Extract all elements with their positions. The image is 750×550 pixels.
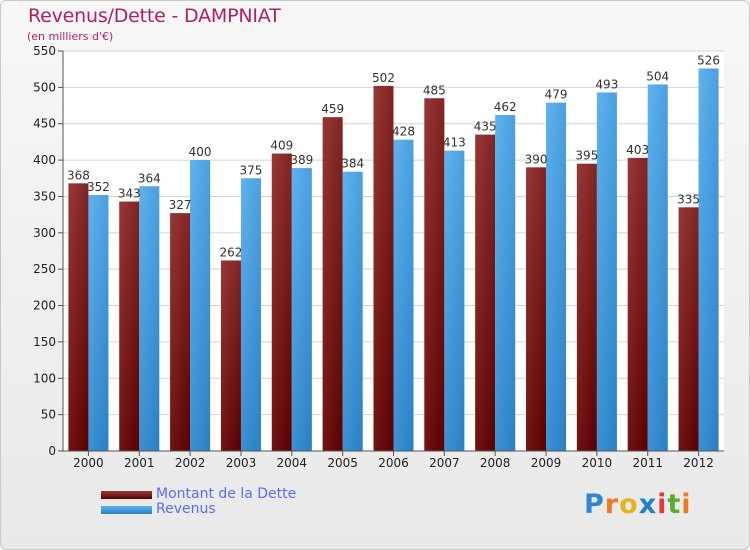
bar-dette bbox=[119, 201, 140, 451]
data-label-revenus: 526 bbox=[697, 53, 720, 67]
y-tick-label: 550 bbox=[33, 44, 56, 58]
data-label-revenus: 428 bbox=[392, 125, 415, 139]
logo-letter: o bbox=[619, 489, 639, 520]
logo-letter: P bbox=[584, 489, 605, 520]
data-label-revenus: 352 bbox=[87, 180, 110, 194]
data-label-dette: 390 bbox=[525, 152, 548, 166]
bar-revenus bbox=[596, 92, 617, 452]
logo-letter: t bbox=[667, 489, 682, 520]
data-label-dette: 368 bbox=[67, 168, 90, 182]
data-label-revenus: 384 bbox=[341, 157, 364, 171]
data-label-dette: 335 bbox=[677, 192, 700, 206]
bar-revenus bbox=[698, 68, 719, 452]
x-tick-label: 2010 bbox=[582, 456, 613, 470]
y-tick-label: 0 bbox=[48, 444, 56, 458]
bar-dette bbox=[68, 183, 89, 451]
proxiti-logo: Proxiti bbox=[584, 489, 692, 520]
bar-dette bbox=[475, 134, 496, 452]
legend-swatch-revenus bbox=[101, 506, 152, 514]
bar-revenus bbox=[495, 115, 516, 451]
bar-dette bbox=[678, 207, 699, 451]
data-label-dette: 485 bbox=[423, 83, 446, 97]
data-label-revenus: 400 bbox=[189, 145, 212, 159]
bar-dette bbox=[170, 213, 191, 451]
y-tick-label: 100 bbox=[33, 371, 56, 385]
x-tick-label: 2007 bbox=[429, 456, 460, 470]
bar-revenus bbox=[240, 178, 261, 452]
data-label-dette: 327 bbox=[169, 198, 192, 212]
bar-dette bbox=[627, 157, 648, 451]
data-label-revenus: 504 bbox=[646, 69, 669, 83]
bar-dette bbox=[526, 167, 547, 451]
legend-label-revenus: Revenus bbox=[156, 501, 216, 517]
bar-revenus bbox=[647, 84, 668, 452]
bar-revenus bbox=[393, 139, 414, 451]
x-tick-label: 2000 bbox=[73, 456, 104, 470]
y-tick-label: 50 bbox=[41, 408, 56, 422]
bar-revenus bbox=[546, 102, 567, 452]
bar-revenus bbox=[88, 195, 109, 451]
x-tick-label: 2012 bbox=[683, 456, 714, 470]
x-tick-label: 2011 bbox=[632, 456, 663, 470]
y-tick-label: 350 bbox=[33, 189, 56, 203]
logo-letter: r bbox=[604, 489, 620, 520]
data-label-dette: 459 bbox=[321, 102, 344, 116]
bar-dette bbox=[424, 98, 445, 451]
y-tick-label: 300 bbox=[33, 226, 56, 240]
bar-dette bbox=[271, 153, 292, 451]
data-label-revenus: 364 bbox=[138, 171, 161, 185]
data-label-revenus: 493 bbox=[595, 77, 618, 91]
x-tick-label: 2008 bbox=[480, 456, 511, 470]
logo-letter: x bbox=[638, 489, 658, 520]
data-label-revenus: 413 bbox=[443, 136, 466, 150]
data-label-revenus: 375 bbox=[240, 163, 263, 177]
data-label-dette: 403 bbox=[626, 143, 649, 157]
bar-revenus bbox=[190, 160, 211, 451]
x-tick-label: 2002 bbox=[175, 456, 206, 470]
y-tick-label: 450 bbox=[33, 117, 56, 131]
data-label-revenus: 389 bbox=[290, 153, 313, 167]
bar-dette bbox=[322, 117, 343, 451]
y-tick-label: 150 bbox=[33, 335, 56, 349]
legend-label-dette: Montant de la Dette bbox=[156, 486, 297, 502]
chart-subtitle: (en milliers d'€) bbox=[27, 30, 114, 43]
data-label-dette: 435 bbox=[474, 120, 497, 134]
y-tick-label: 500 bbox=[33, 80, 56, 94]
bar-dette bbox=[373, 85, 394, 451]
y-tick-label: 200 bbox=[33, 299, 56, 313]
x-tick-label: 2003 bbox=[226, 456, 257, 470]
data-label-dette: 409 bbox=[270, 139, 293, 153]
x-tick-label: 2005 bbox=[327, 456, 358, 470]
bar-dette bbox=[220, 260, 241, 451]
y-tick-label: 400 bbox=[33, 153, 56, 167]
legend-swatch-dette bbox=[101, 491, 152, 499]
bar-dette bbox=[576, 163, 597, 451]
logo-letter: i bbox=[681, 489, 692, 520]
data-label-dette: 262 bbox=[220, 245, 243, 259]
chart-title: Revenus/Dette - DAMPNIAT bbox=[28, 5, 281, 27]
logo-letter: i bbox=[657, 489, 668, 520]
data-label-dette: 395 bbox=[575, 149, 598, 163]
y-tick-label: 250 bbox=[33, 262, 56, 276]
bar-revenus bbox=[139, 186, 160, 452]
bar-revenus bbox=[291, 168, 312, 451]
bar-revenus bbox=[342, 171, 363, 451]
x-tick-label: 2004 bbox=[277, 456, 308, 470]
x-tick-label: 2009 bbox=[531, 456, 562, 470]
x-tick-label: 2006 bbox=[378, 456, 409, 470]
data-label-revenus: 479 bbox=[545, 88, 568, 102]
data-label-dette: 502 bbox=[372, 71, 395, 85]
x-tick-label: 2001 bbox=[124, 456, 155, 470]
data-label-dette: 343 bbox=[118, 187, 141, 201]
data-label-revenus: 462 bbox=[494, 100, 517, 114]
bar-revenus bbox=[444, 150, 465, 452]
